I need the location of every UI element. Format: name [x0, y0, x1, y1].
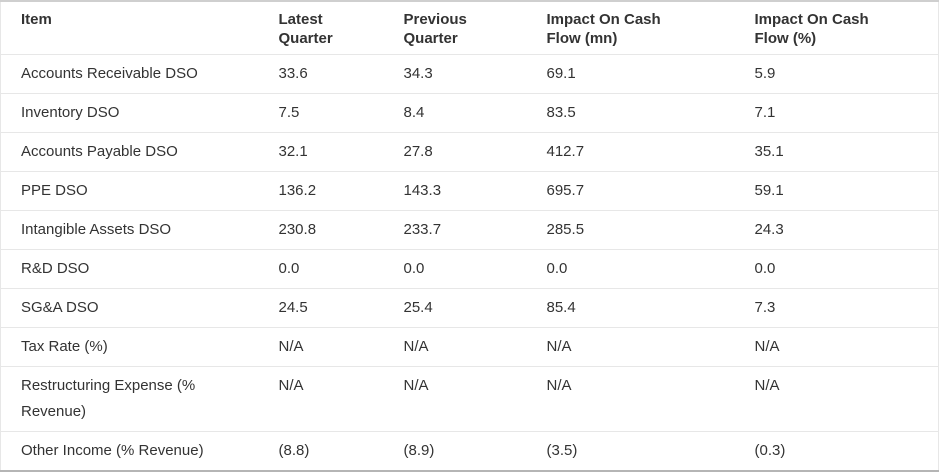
- cell-impact-mn: N/A: [526, 366, 735, 432]
- table-header: Item Latest Quarter Previous Quarter Imp…: [0, 1, 939, 55]
- table-row: SG&A DSO 24.5 25.4 85.4 7.3: [0, 288, 939, 328]
- table-row: Tax Rate (%) N/A N/A N/A N/A: [0, 327, 939, 367]
- cell-latest-quarter: 33.6: [258, 54, 384, 94]
- cell-impact-pct: 0.0: [734, 249, 939, 289]
- table-header-row: Item Latest Quarter Previous Quarter Imp…: [0, 1, 939, 55]
- table-row: Inventory DSO 7.5 8.4 83.5 7.1: [0, 93, 939, 133]
- cell-item: Inventory DSO: [0, 93, 259, 133]
- cell-item: Other Income (% Revenue): [21, 442, 204, 459]
- cell-impact-pct: N/A: [734, 366, 939, 432]
- cell-impact-mn: N/A: [526, 327, 735, 367]
- cell-impact-pct: 7.1: [734, 93, 939, 133]
- cell-impact-mn: 85.4: [526, 288, 735, 328]
- cell-latest-quarter: 136.2: [258, 171, 384, 211]
- cell-impact-mn: 695.7: [526, 171, 735, 211]
- cell-previous-quarter: 25.4: [383, 288, 527, 328]
- cell-impact-mn: 0.0: [526, 249, 735, 289]
- cell-previous-quarter: (8.9): [403, 442, 435, 459]
- column-header-latest-quarter: Latest Quarter: [258, 1, 384, 55]
- table-row: R&D DSO 0.0 0.0 0.0 0.0: [0, 249, 939, 289]
- cell-item: Accounts Payable DSO: [0, 132, 259, 172]
- cell-latest-quarter: N/A: [258, 366, 384, 432]
- cell-previous-quarter: 27.8: [383, 132, 527, 172]
- cell-impact-pct: (0.3): [754, 442, 786, 459]
- cell-impact-pct: 24.3: [734, 210, 939, 250]
- cell-item: PPE DSO: [0, 171, 259, 211]
- cell-latest-quarter: 230.8: [258, 210, 384, 250]
- column-header-impact-mn: Impact On Cash Flow (mn): [526, 1, 735, 55]
- column-header-previous-quarter: Previous Quarter: [383, 1, 527, 55]
- table-row: Other Income (% Revenue) (8.8) (8.9) (3.5) (…: [1, 432, 939, 472]
- cell-impact-mn: 83.5: [526, 93, 735, 133]
- cell-impact-pct: 59.1: [734, 171, 939, 211]
- table-row: Accounts Receivable DSO 33.6 34.3 69.1 5.9: [0, 54, 939, 94]
- cell-latest-quarter: 24.5: [258, 288, 384, 328]
- table-row: PPE DSO 136.2 143.3 695.7 59.1: [0, 171, 939, 211]
- cell-item: R&D DSO: [0, 249, 259, 289]
- cell-item: Restructuring Expense (% Revenue): [0, 366, 259, 432]
- cell-previous-quarter: 8.4: [383, 93, 527, 133]
- cell-previous-quarter: N/A: [383, 366, 527, 432]
- cell-previous-quarter: 0.0: [383, 249, 527, 289]
- cell-impact-pct: 5.9: [734, 54, 939, 94]
- cell-previous-quarter: N/A: [383, 327, 527, 367]
- cell-latest-quarter: (8.8): [278, 442, 310, 459]
- column-header-impact-pct: Impact On Cash Flow (%): [734, 1, 939, 55]
- cell-item: Tax Rate (%): [0, 327, 259, 367]
- cell-impact-pct: 35.1: [734, 132, 939, 172]
- column-header-item: Item: [0, 1, 259, 55]
- cell-impact-mn: (3.5): [546, 442, 578, 459]
- table-body: Accounts Receivable DSO 33.6 34.3 69.1 5.9 In…: [0, 54, 939, 472]
- cell-item: Intangible Assets DSO: [0, 210, 259, 250]
- cell-latest-quarter: 7.5: [258, 93, 384, 133]
- cell-previous-quarter: 143.3: [383, 171, 527, 211]
- table-row: Intangible Assets DSO 230.8 233.7 285.5 24.3: [0, 210, 939, 250]
- cell-latest-quarter: N/A: [258, 327, 384, 367]
- cell-impact-mn: 412.7: [526, 132, 735, 172]
- cell-impact-pct: N/A: [734, 327, 939, 367]
- cell-item: SG&A DSO: [0, 288, 259, 328]
- cell-item: Accounts Receivable DSO: [0, 54, 259, 94]
- cell-previous-quarter: 233.7: [383, 210, 527, 250]
- cell-latest-quarter: 0.0: [258, 249, 384, 289]
- table-row: Restructuring Expense (% Revenue) N/A N/A N…: [0, 366, 939, 432]
- cell-previous-quarter: 34.3: [383, 54, 527, 94]
- cell-impact-mn: 69.1: [526, 54, 735, 94]
- cell-impact-pct: 7.3: [734, 288, 939, 328]
- cell-impact-mn: 285.5: [526, 210, 735, 250]
- cell-latest-quarter: 32.1: [258, 132, 384, 172]
- table-row: Accounts Payable DSO 32.1 27.8 412.7 35.1: [0, 132, 939, 172]
